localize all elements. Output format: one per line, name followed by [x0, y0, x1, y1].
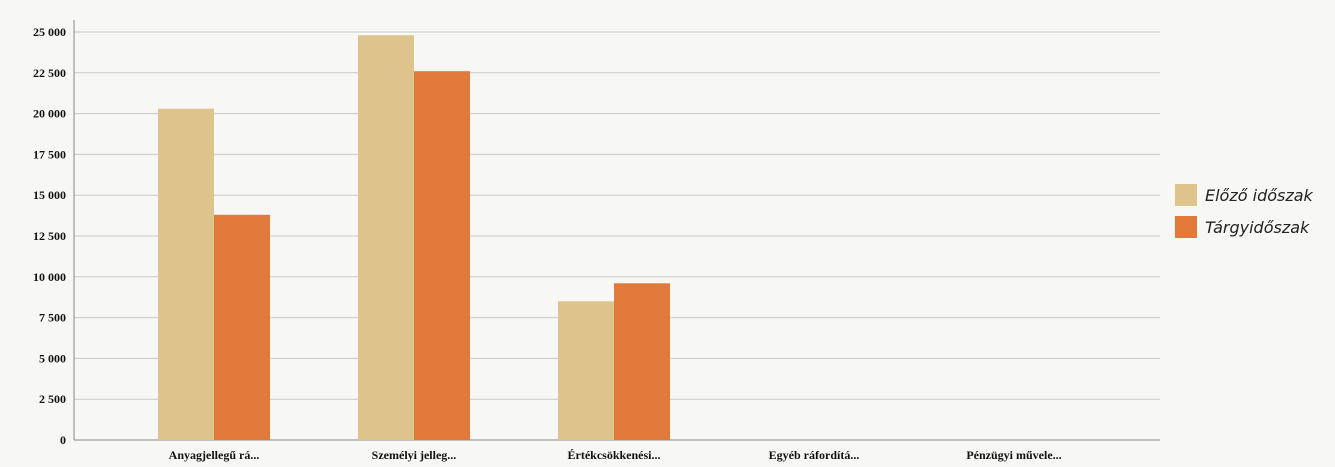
bar	[414, 71, 470, 440]
legend: Előző időszak Tárgyidőszak	[1175, 183, 1313, 247]
y-tick-label: 5 000	[39, 351, 66, 365]
legend-swatch-previous-period	[1175, 184, 1197, 206]
bar	[558, 301, 614, 440]
y-tick-label: 22 500	[33, 66, 66, 80]
y-tick-label: 20 000	[33, 107, 66, 121]
legend-item-previous-period: Előző időszak	[1175, 183, 1313, 207]
y-tick-label: 7 500	[39, 311, 66, 325]
y-tick-label: 2 500	[39, 392, 66, 406]
x-axis-category-labels: Anyagjellegű rá... Személyi jelleg... Érté…	[169, 448, 1062, 462]
y-tick-label: 0	[60, 433, 66, 447]
x-category-label: Anyagjellegű rá...	[169, 448, 260, 462]
bar	[158, 108, 214, 440]
x-category-label: Értékcsökkenési...	[568, 448, 661, 462]
x-category-label: Egyéb ráfordítá...	[769, 448, 860, 462]
x-category-label: Pénzügyi művele...	[966, 448, 1061, 462]
legend-label-previous-period: Előző időszak	[1205, 185, 1313, 205]
y-tick-label: 17 500	[33, 147, 66, 161]
legend-swatch-current-period	[1175, 216, 1197, 238]
x-category-label: Személyi jelleg...	[372, 448, 457, 462]
y-tick-label: 10 000	[33, 270, 66, 284]
y-axis-tick-labels: 0 2 500 5 000 7 500 10 000 12 500 15 000 17 500…	[33, 25, 66, 447]
bar	[358, 35, 414, 440]
y-tick-label: 15 000	[33, 188, 66, 202]
legend-item-current-period: Tárgyidőszak	[1175, 215, 1313, 239]
bar	[614, 283, 670, 440]
y-tick-label: 25 000	[33, 25, 66, 39]
bar	[214, 214, 270, 440]
legend-label-current-period: Tárgyidőszak	[1205, 217, 1310, 237]
bars	[158, 35, 670, 440]
y-tick-label: 12 500	[33, 229, 66, 243]
